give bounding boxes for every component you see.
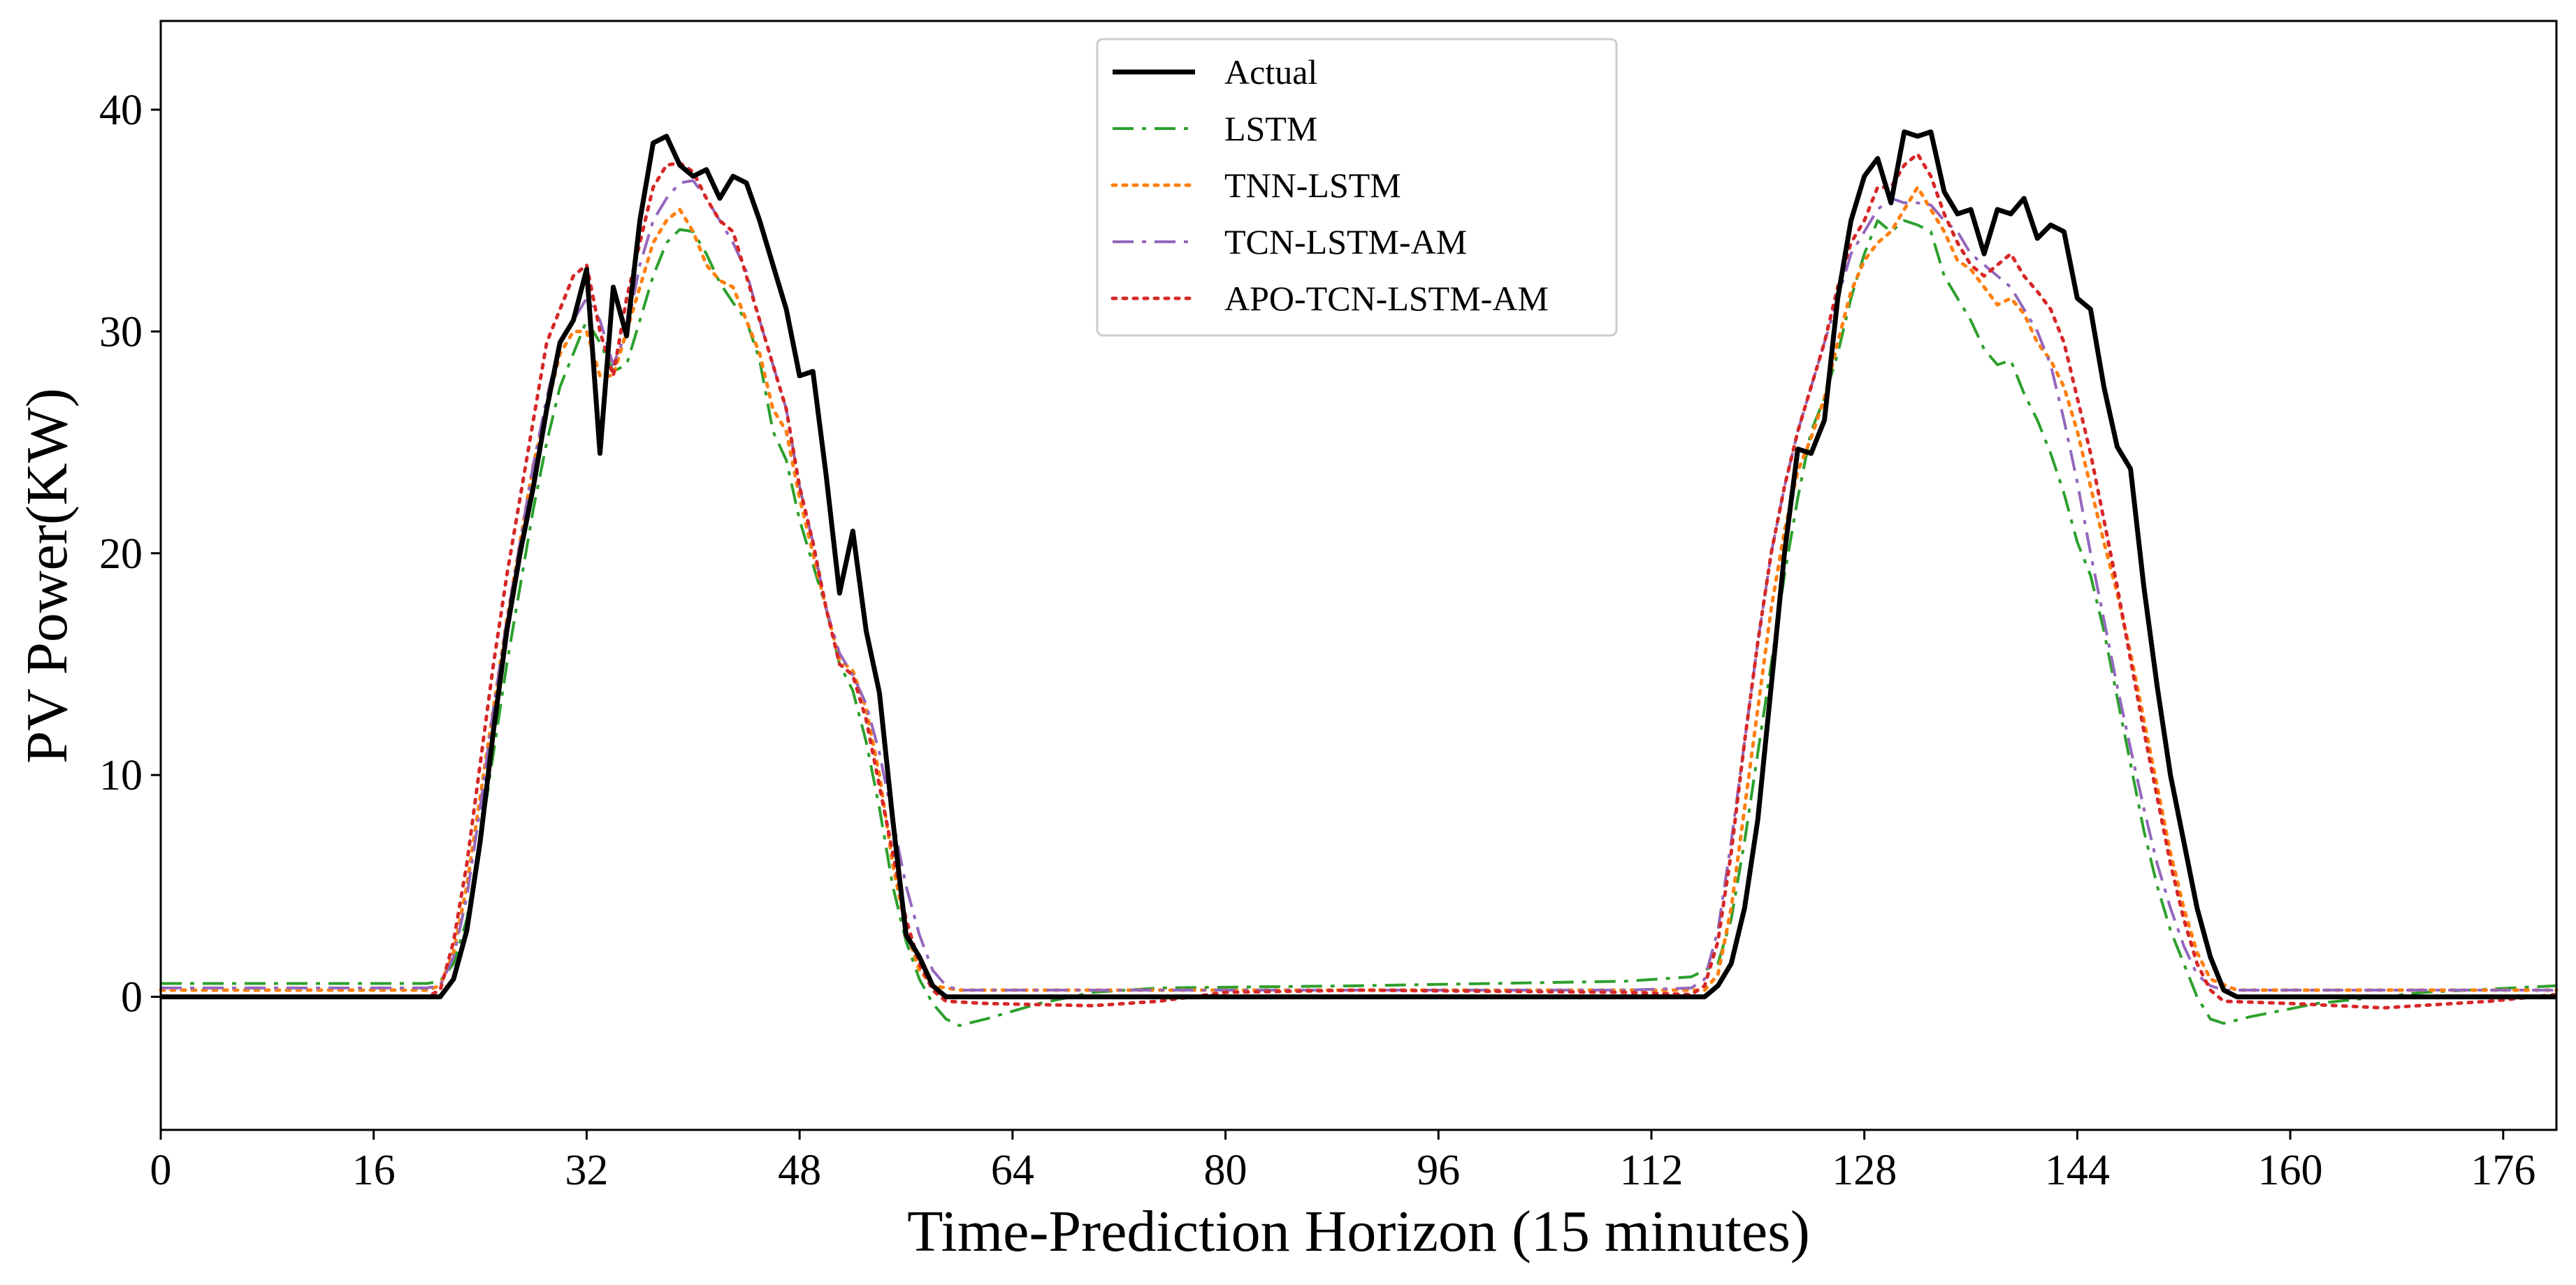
- x-tick-label: 64: [991, 1147, 1034, 1194]
- legend-box: [1096, 38, 1618, 337]
- x-tick-label: 80: [1204, 1147, 1247, 1194]
- x-tick-label: 48: [778, 1147, 821, 1194]
- legend-label: APO-TCN-LSTM-AM: [1224, 279, 1549, 318]
- x-tick-label: 112: [1620, 1147, 1684, 1194]
- x-tick-label: 128: [1832, 1147, 1897, 1194]
- y-tick-label: 10: [99, 752, 143, 799]
- legend-label: TNN-LSTM: [1224, 166, 1401, 205]
- series-line-actual: [161, 129, 2556, 1000]
- x-axis-title: Time-Prediction Horizon (15 minutes): [907, 1199, 1810, 1264]
- x-axis: 0 16 32 48 64 80 96 112 128 144 160 176: [150, 1130, 2535, 1194]
- y-axis-title: PV Power(KW): [15, 388, 80, 763]
- y-tick-label: 30: [99, 308, 143, 356]
- series-layer: [159, 129, 2559, 1027]
- x-tick-label: 144: [2045, 1147, 2110, 1194]
- legend-label: LSTM: [1224, 109, 1317, 148]
- x-tick-label: 176: [2470, 1147, 2535, 1194]
- x-tick-label: 32: [565, 1147, 608, 1194]
- x-tick-label: 160: [2258, 1147, 2323, 1194]
- y-axis: 0 10 20 30 40: [99, 87, 161, 1022]
- y-tick-label: 0: [121, 974, 143, 1022]
- y-tick-label: 20: [99, 530, 143, 578]
- x-tick-label: 16: [352, 1147, 396, 1194]
- legend: Actual LSTM TNN-LSTM TCN-LSTM-AM APO-TCN-LST…: [1096, 38, 1618, 337]
- x-tick-label: 96: [1417, 1147, 1460, 1194]
- series-line-apo-tcn-lstm-am: [159, 152, 2559, 1010]
- legend-label: TCN-LSTM-AM: [1224, 222, 1467, 261]
- y-tick-label: 40: [99, 87, 143, 134]
- x-tick-label: 0: [150, 1147, 172, 1194]
- plot-frame: [159, 20, 2558, 1131]
- legend-label: Actual: [1224, 52, 1317, 92]
